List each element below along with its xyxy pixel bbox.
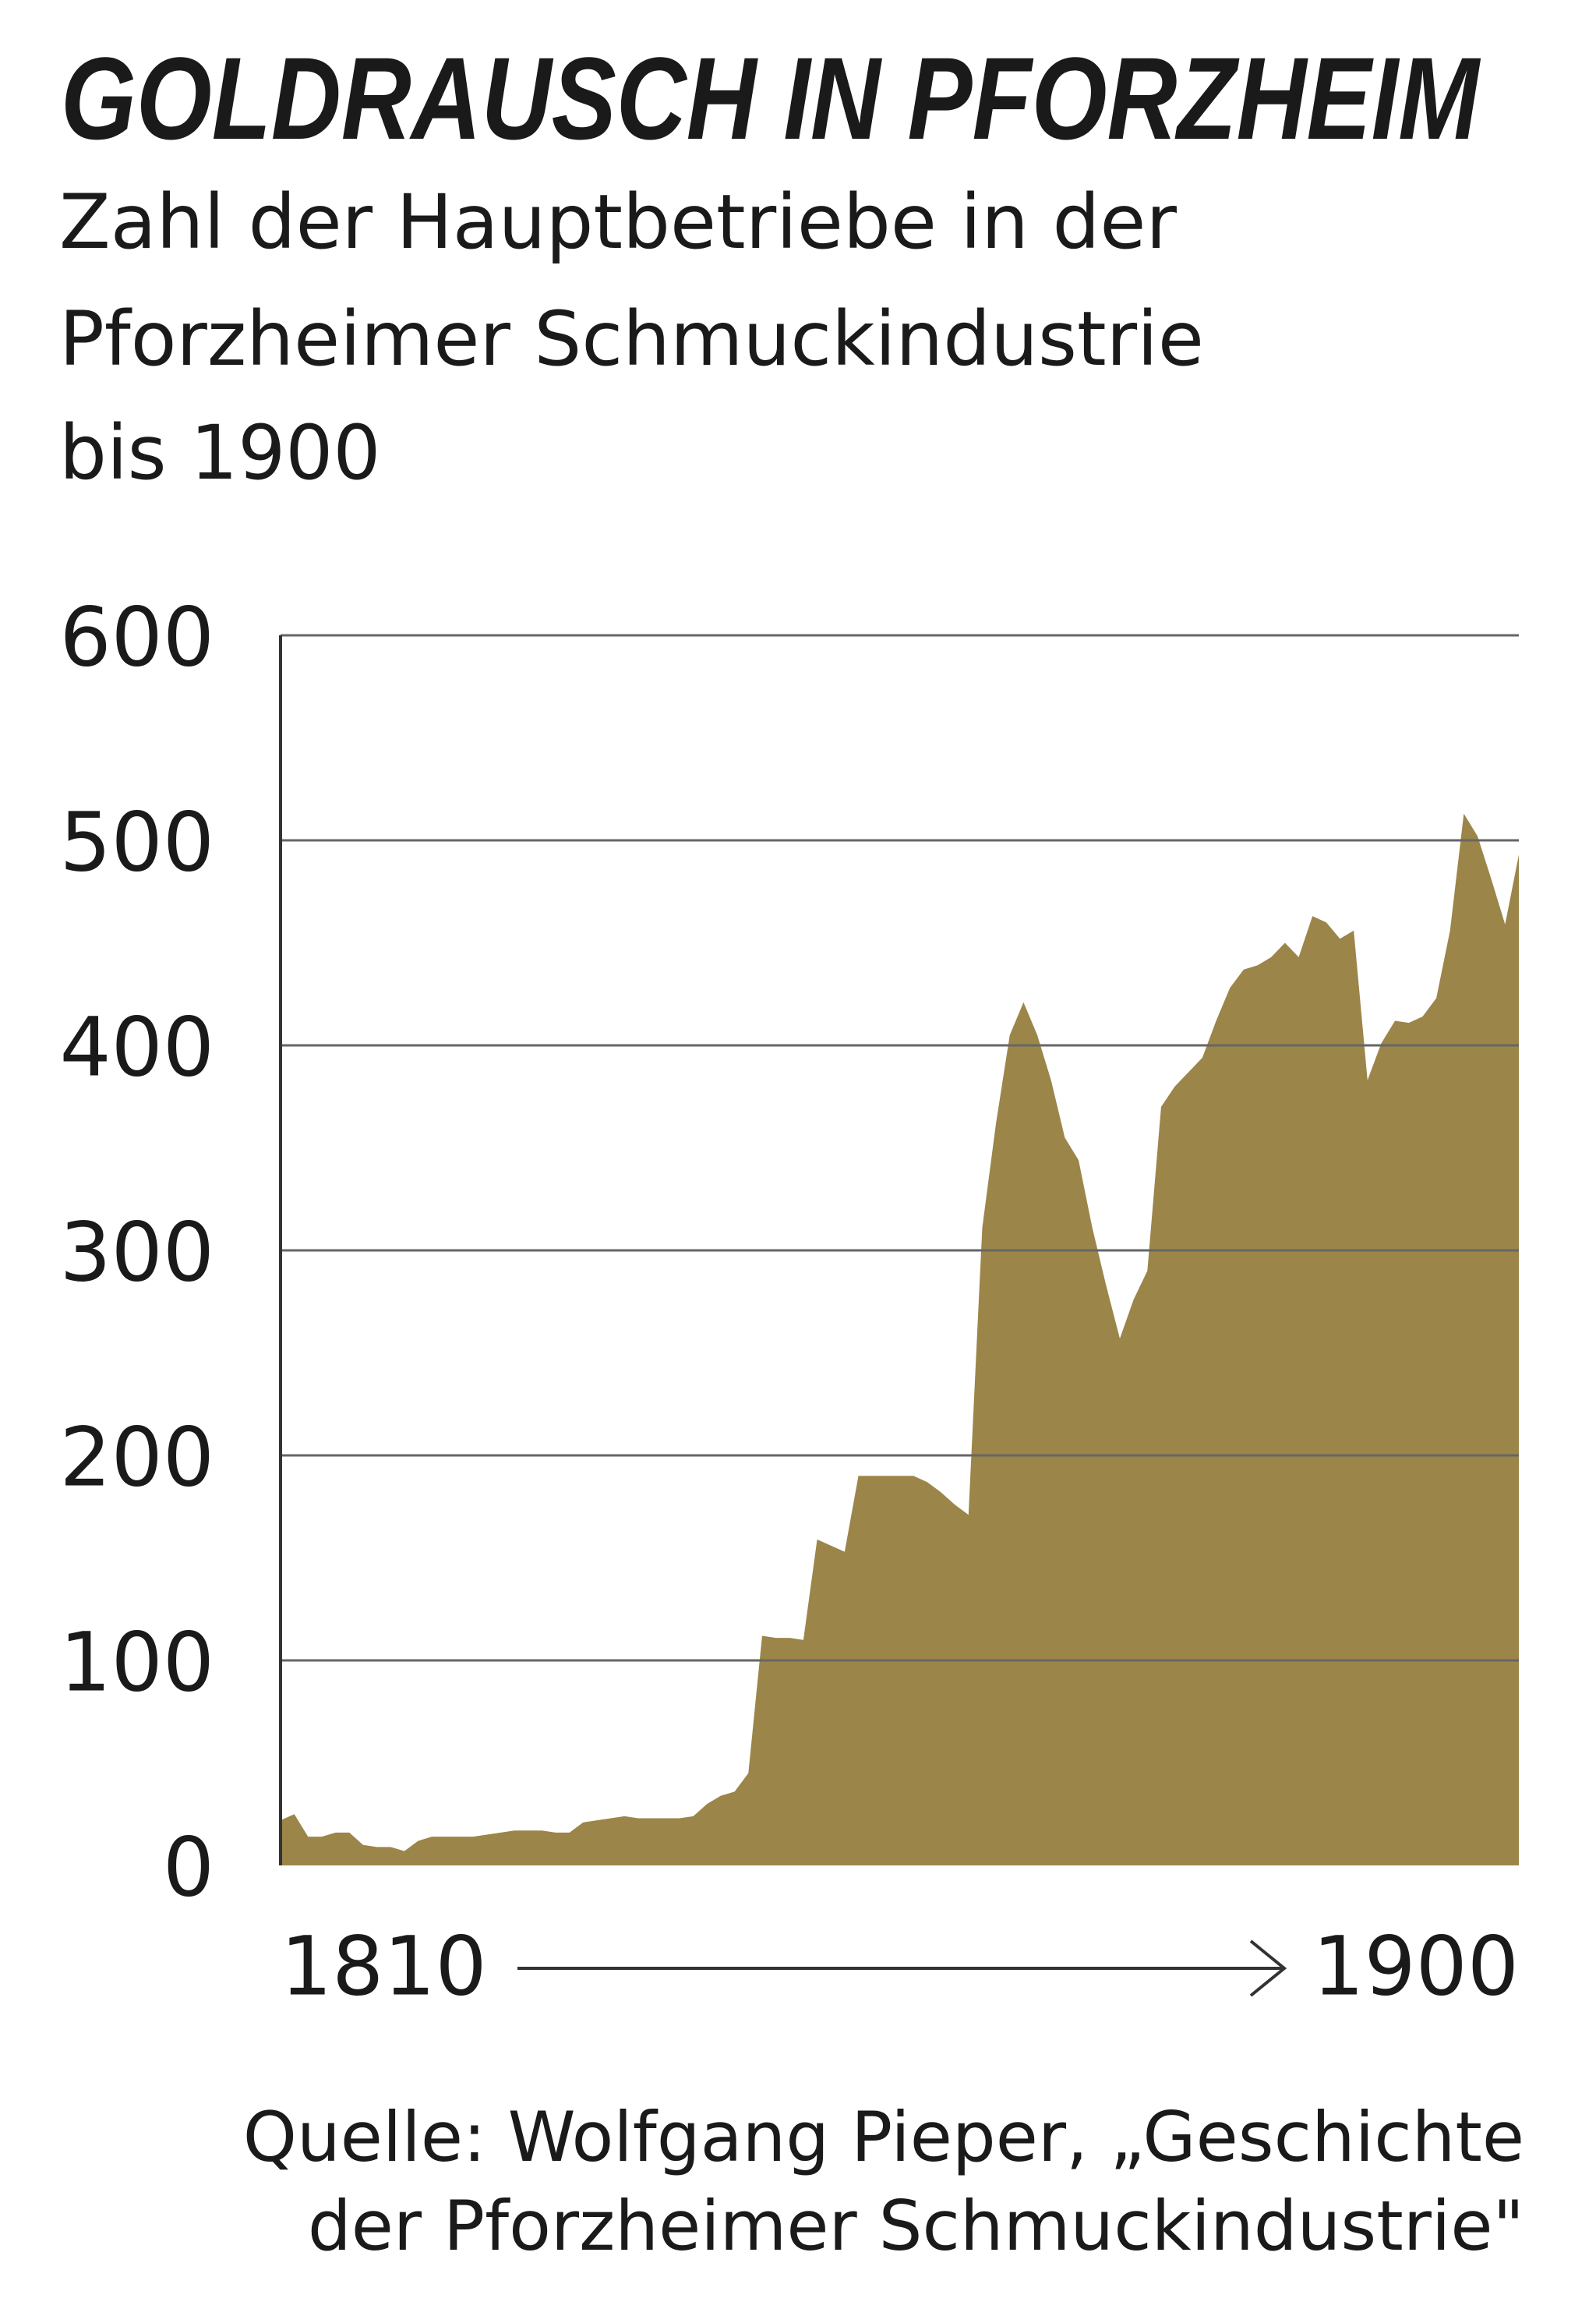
subtitle: Zahl der Hauptbetriebe in der [59, 179, 1177, 266]
y-tick-label: 600 [59, 589, 214, 684]
y-tick-label: 200 [59, 1409, 214, 1504]
subtitle: Pforzheimer Schmuckindustrie [59, 295, 1204, 383]
source: der Pforzheimer Schmuckindustrie" [308, 2186, 1524, 2266]
subtitle: bis 1900 [59, 409, 380, 497]
y-tick-label: 500 [59, 794, 214, 889]
x-tick-label: 1900 [1312, 1918, 1519, 2014]
x-tick-label: 1810 [281, 1918, 487, 2014]
arrow [517, 1939, 1287, 1997]
y-tick-label: 0 [163, 1819, 214, 1915]
y-tick-label: 100 [59, 1614, 214, 1710]
source: Quelle: Wolfgang Pieper, „Geschichte [243, 2097, 1524, 2177]
area [281, 813, 1519, 1865]
y-tick-label: 300 [59, 1204, 214, 1299]
y-tick-label: 400 [59, 999, 214, 1094]
chart-title: GOLDRAUSCH IN PFORZHEIM [61, 33, 1481, 164]
